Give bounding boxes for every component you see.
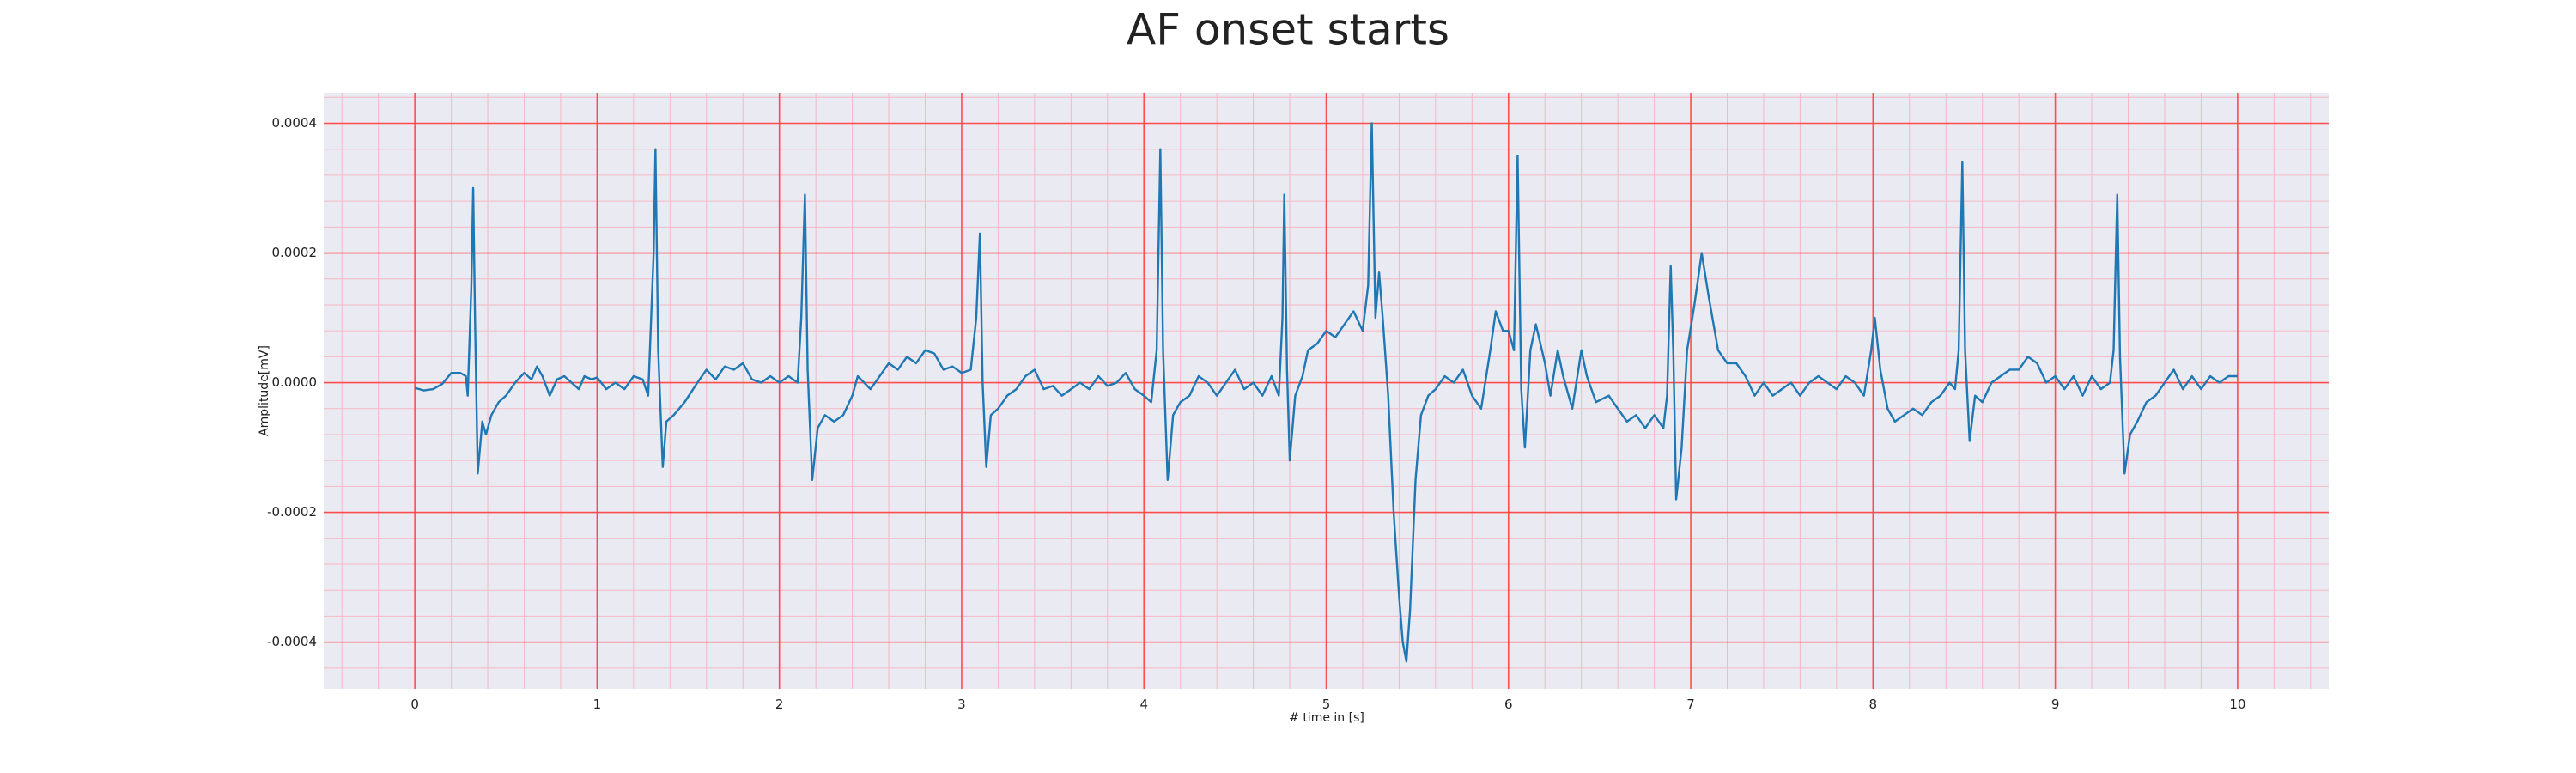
x-tick-label: 4 [1139,697,1148,712]
chart-title: AF onset starts [1127,5,1449,55]
x-axis-label: # time in [s] [1289,711,1364,725]
x-tick-label: 9 [2051,697,2060,712]
ecg-line [414,122,2238,663]
x-tick-label: 1 [593,697,602,712]
y-tick-label: -0.0002 [267,504,317,520]
x-tick-label: 3 [957,697,966,712]
x-tick-label: 8 [1869,697,1878,712]
x-tick-label: 0 [410,697,419,712]
y-tick-label: -0.0004 [267,634,317,649]
y-axis-label: Amplitude[mV] [258,345,271,436]
x-tick-label: 10 [2229,697,2245,712]
y-tick-label: 0.0004 [272,115,318,131]
x-tick-label: 7 [1686,697,1695,712]
y-tick-label: 0.0002 [272,245,318,260]
x-tick-label: 6 [1504,697,1513,712]
x-tick-label: 2 [775,697,784,712]
x-tick-label: 5 [1322,697,1331,712]
y-tick-label: 0.0000 [272,374,318,390]
